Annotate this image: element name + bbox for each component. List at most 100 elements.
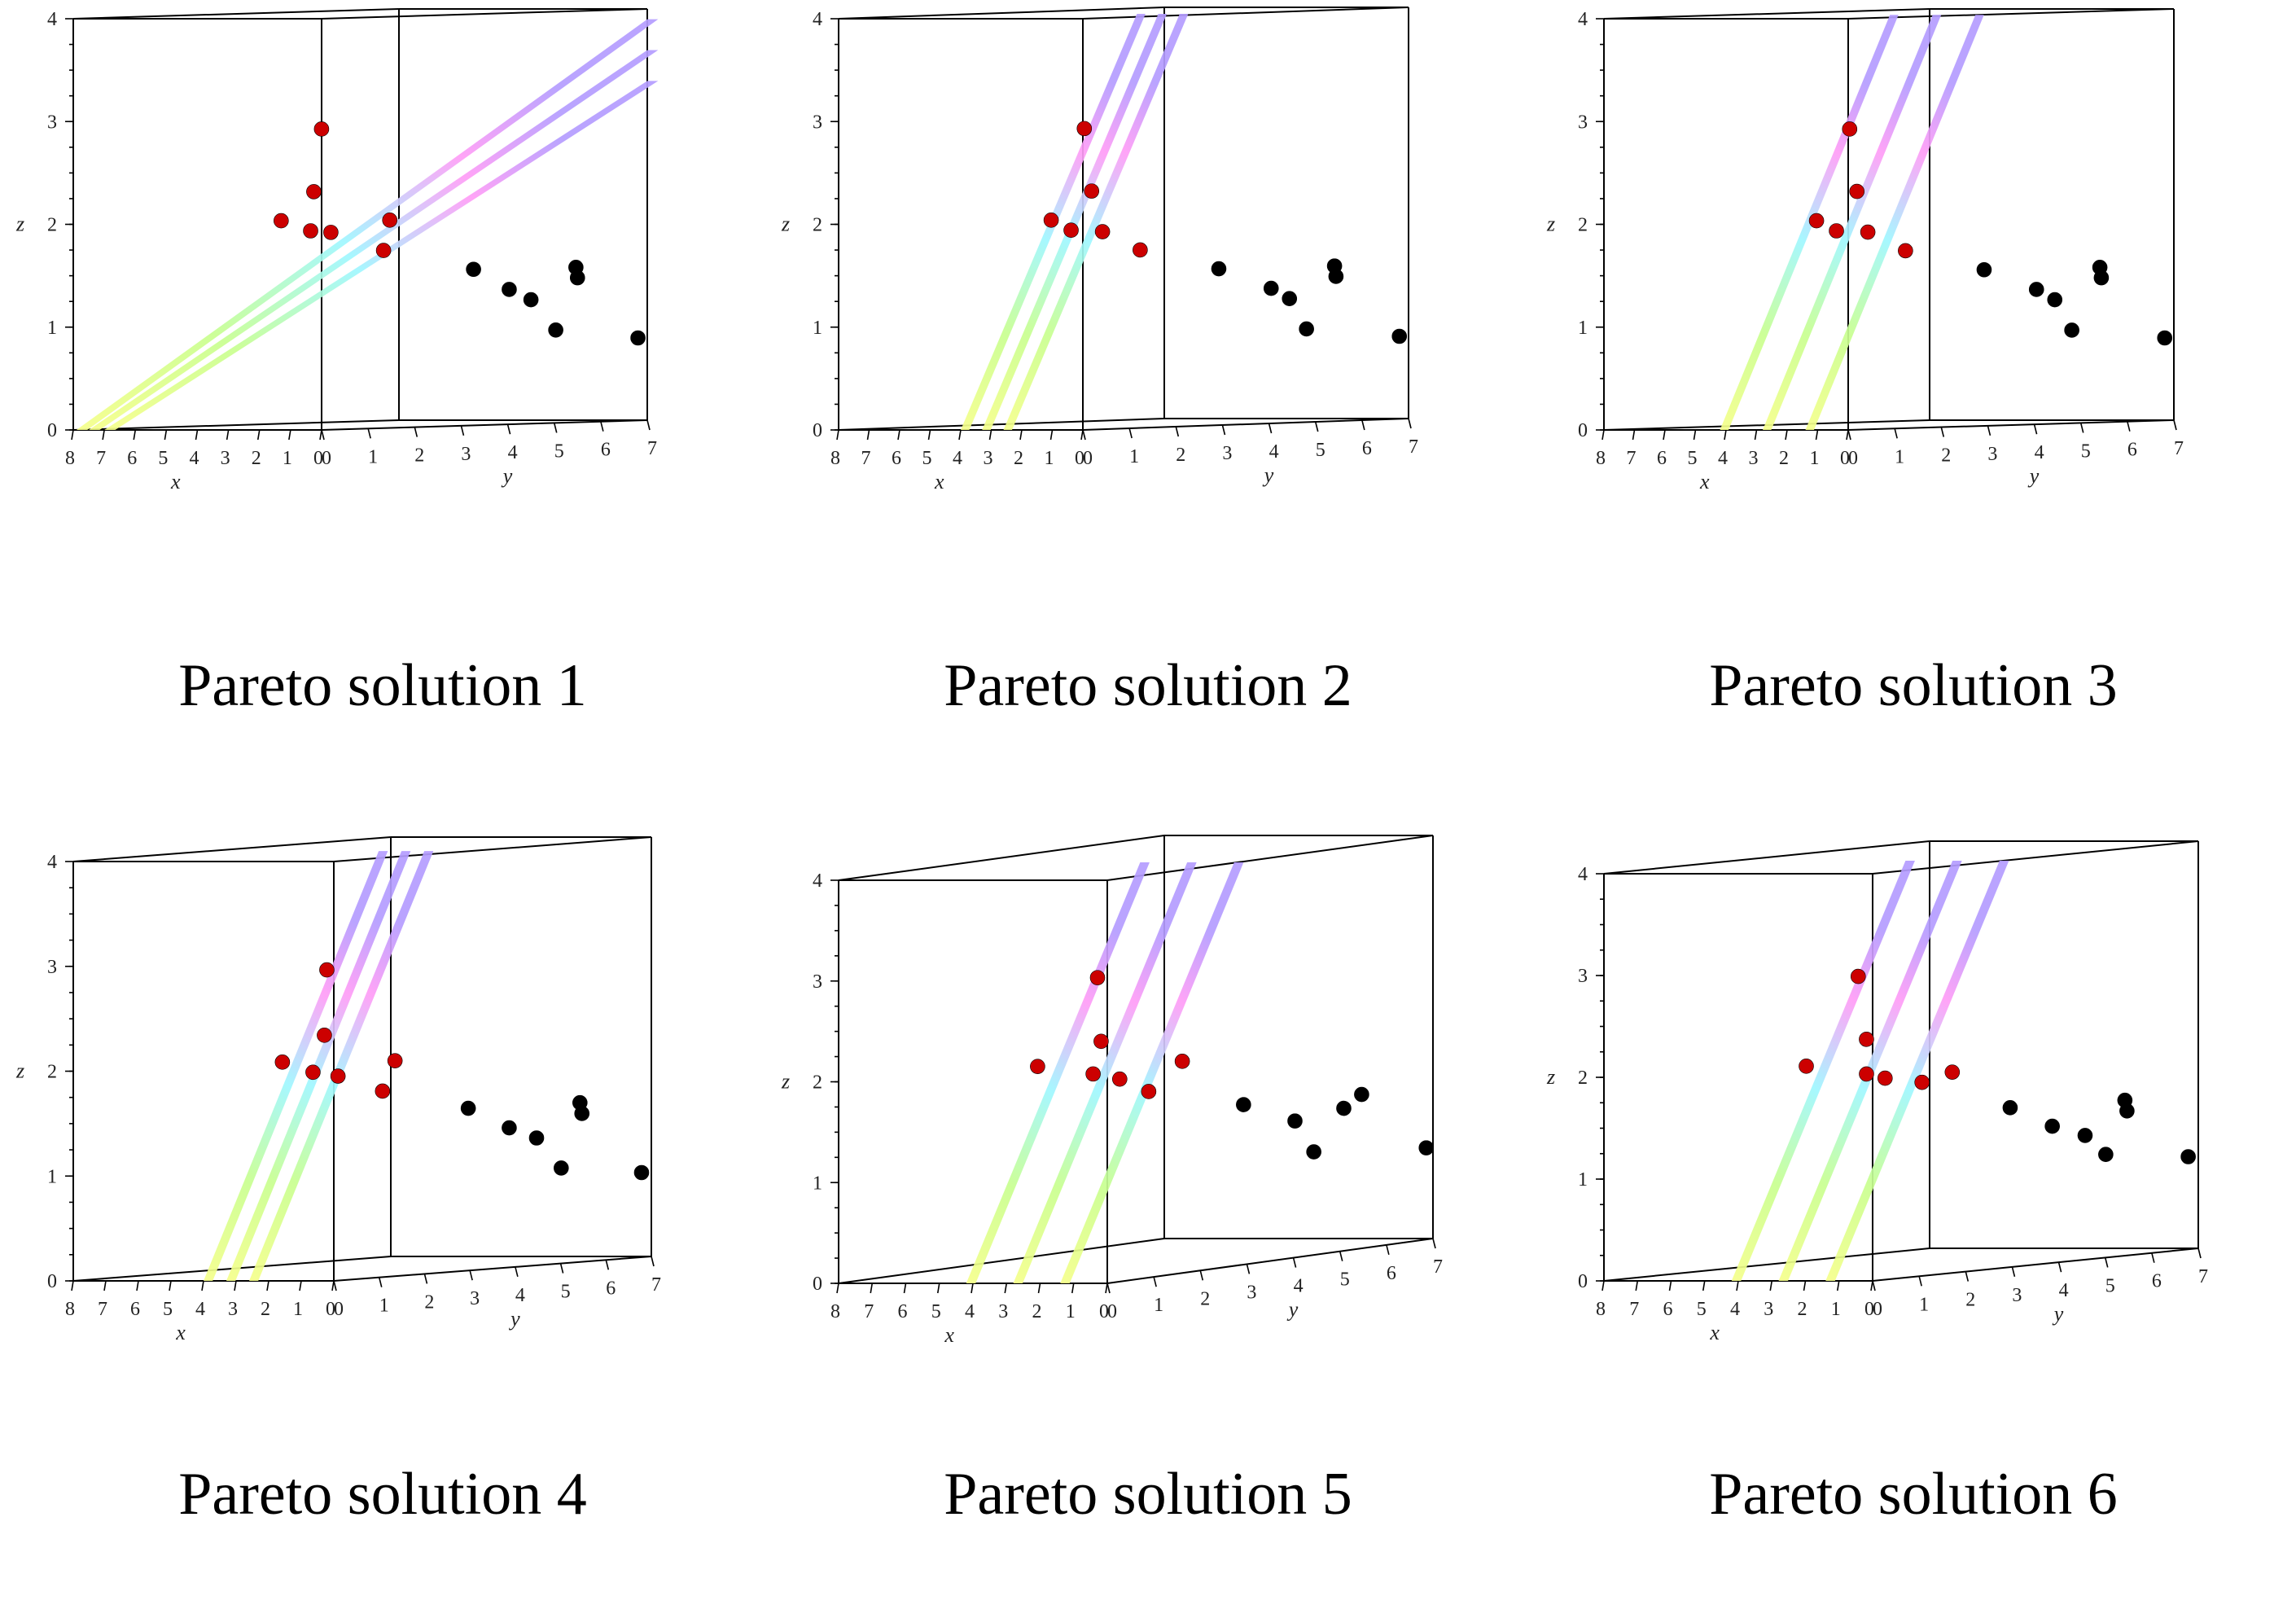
y-tick-label: 2 xyxy=(1200,1288,1210,1309)
x-tick-label: 6 xyxy=(130,1299,140,1320)
y-tick xyxy=(506,423,511,435)
y-tick-label: 3 xyxy=(470,1288,480,1309)
red-data-point xyxy=(274,213,289,229)
x-tick-label: 5 xyxy=(158,448,168,469)
y-tick xyxy=(1106,1283,1111,1294)
x-tick-label: 6 xyxy=(1663,1299,1673,1320)
x-tick xyxy=(319,429,322,441)
black-data-point xyxy=(1211,261,1227,277)
y-tick-label: 5 xyxy=(1340,1269,1350,1291)
red-data-point xyxy=(1076,121,1093,137)
x-tick xyxy=(988,429,992,441)
x-tick xyxy=(71,1280,74,1291)
x-tick-label: 1 xyxy=(1810,448,1820,469)
black-data-point xyxy=(572,1094,588,1111)
black-data-point xyxy=(1299,321,1314,337)
z-tick-label: 2 xyxy=(47,1062,57,1083)
z-tick-label: 0 xyxy=(813,1274,822,1295)
x-tick xyxy=(1019,429,1023,441)
x-tick xyxy=(1736,1280,1739,1291)
decision-plane xyxy=(1825,861,2009,1281)
z-axis-label: z xyxy=(15,1059,24,1083)
red-data-point xyxy=(1030,1059,1045,1074)
y-tick xyxy=(651,1256,655,1267)
x-tick xyxy=(1836,1280,1840,1291)
x-tick xyxy=(1049,429,1054,441)
box-edge xyxy=(1106,835,1434,881)
panel-caption: Pareto solution 1 xyxy=(178,652,587,719)
x-tick-label: 1 xyxy=(293,1299,303,1320)
x-tick-label: 0 xyxy=(1864,1299,1874,1320)
decision-plane xyxy=(966,862,1150,1283)
y-tick xyxy=(559,1263,564,1274)
red-data-point xyxy=(1133,242,1148,258)
y-tick-label: 1 xyxy=(1895,446,1904,467)
y-tick xyxy=(1314,421,1319,432)
box-edge xyxy=(838,835,1165,881)
y-tick xyxy=(423,1274,428,1284)
black-data-point xyxy=(1236,1097,1251,1112)
z-tick-label: 1 xyxy=(47,318,57,339)
x-tick xyxy=(288,429,291,441)
red-data-point xyxy=(1085,1066,1101,1082)
x-tick xyxy=(71,429,74,441)
z-tick-label: 1 xyxy=(47,1166,57,1187)
red-data-point xyxy=(1860,224,1876,240)
z-tick-label: 4 xyxy=(47,9,57,30)
panel-caption: Pareto solution 5 xyxy=(944,1461,1352,1528)
black-data-point xyxy=(553,1160,569,1176)
x-tick xyxy=(927,429,931,441)
y-tick xyxy=(600,421,604,432)
red-data-point xyxy=(1898,243,1913,259)
x-tick-label: 2 xyxy=(1014,448,1023,469)
black-data-point xyxy=(2157,330,2173,346)
x-tick-label: 3 xyxy=(221,448,230,469)
x-tick-label: 4 xyxy=(953,448,962,469)
x-tick-label: 0 xyxy=(313,448,323,469)
x-tick xyxy=(299,1280,302,1291)
x-tick-label: 6 xyxy=(127,448,137,469)
red-data-point xyxy=(323,225,339,240)
x-tick-label: 7 xyxy=(96,448,106,469)
x-tick xyxy=(958,429,962,441)
x-tick-label: 1 xyxy=(1831,1299,1841,1320)
z-tick-label: 2 xyxy=(813,215,822,236)
red-data-point xyxy=(305,1064,321,1081)
z-axis-label: z xyxy=(1546,1065,1555,1089)
red-data-point xyxy=(1111,1071,1128,1087)
x-tick-label: 6 xyxy=(898,1301,908,1322)
y-tick-label: 5 xyxy=(554,441,564,462)
red-data-point xyxy=(1859,1032,1874,1047)
black-data-point xyxy=(2180,1149,2196,1164)
x-tick-label: 0 xyxy=(1099,1301,1109,1322)
y-tick-label: 7 xyxy=(647,438,657,459)
red-data-point xyxy=(375,1083,391,1099)
y-tick-label: 0 xyxy=(1107,1301,1117,1322)
x-tick xyxy=(1105,1283,1108,1294)
y-axis-label: y xyxy=(508,1307,520,1331)
x-tick-label: 5 xyxy=(931,1301,941,1322)
y-tick-label: 4 xyxy=(1294,1276,1304,1297)
y-tick xyxy=(2127,421,2131,432)
x-tick-label: 7 xyxy=(1627,448,1637,469)
box-edge xyxy=(838,418,1165,431)
red-data-point xyxy=(317,1028,332,1043)
z-tick-label: 2 xyxy=(813,1072,822,1094)
x-tick-label: 0 xyxy=(1840,448,1850,469)
red-data-point xyxy=(1849,183,1865,200)
x-tick-label: 2 xyxy=(252,448,261,469)
y-tick xyxy=(1408,418,1412,429)
x-tick xyxy=(1769,1280,1773,1291)
box-edge xyxy=(838,1238,1165,1284)
x-tick xyxy=(836,429,839,441)
box-edge xyxy=(321,8,648,20)
z-tick-label: 2 xyxy=(1578,1068,1588,1089)
y-tick-label: 1 xyxy=(1129,446,1139,467)
x-tick-label: 4 xyxy=(190,448,199,469)
x-tick xyxy=(226,429,230,441)
z-axis-label: z xyxy=(15,213,24,236)
